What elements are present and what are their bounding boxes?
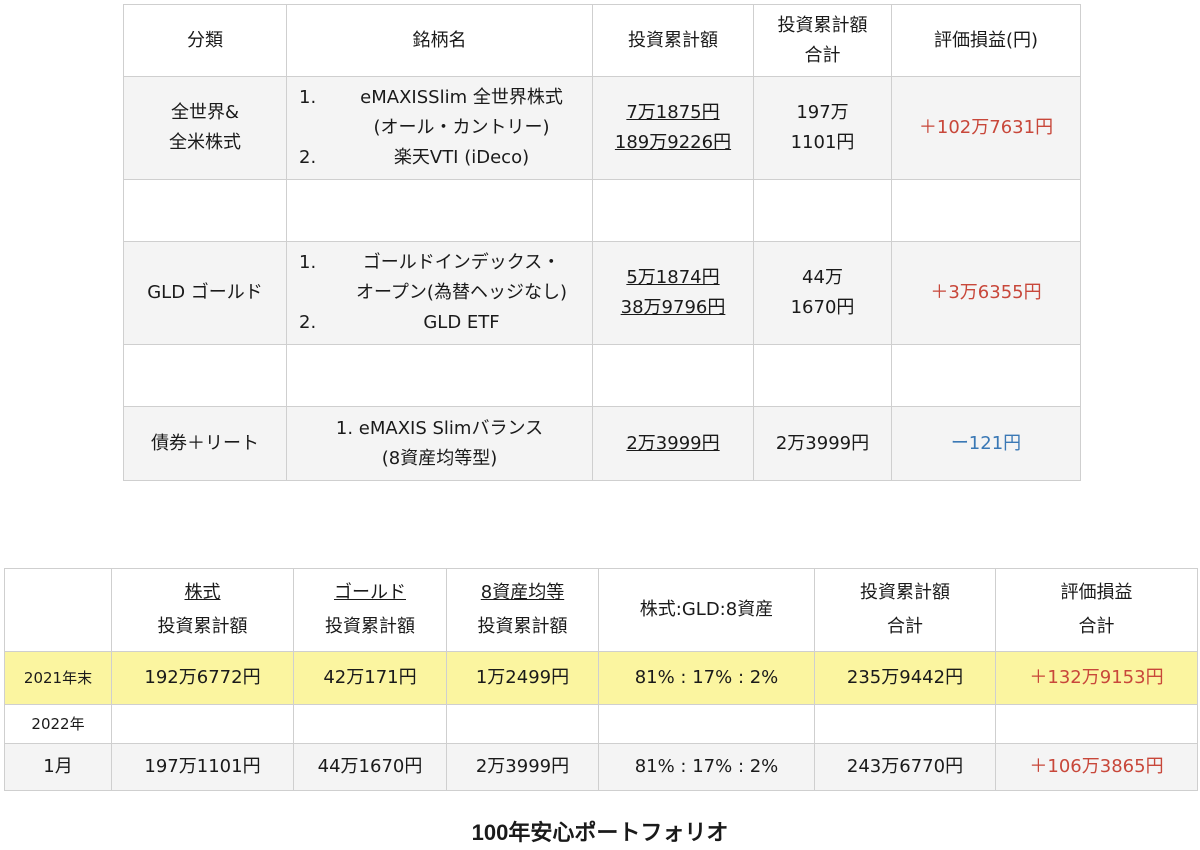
invested-total-cell: 243万6770円 [814,743,996,791]
table-row: GLD ゴールド 1. ゴールドインデックス・ オープン(為替ヘッジなし) 2. G… [123,241,1081,345]
summary-row-jan: 1月 197万1101円 44万1670円 2万3999円 81% : 17% … [4,743,1198,791]
header-empty [4,568,112,652]
balanced-invested-cell: 1万2499円 [446,651,599,705]
invested-amount: 7万1875円 [626,102,720,123]
invested-amount: 5万1874円 [626,267,720,288]
header-profit-loss-total: 評価損益 合計 [995,568,1198,652]
invested-amount: 189万9226円 [614,132,732,153]
invested-cell: 2万3999円 [592,406,754,481]
table-row: 全世界& 全米株式 1. eMAXISSlim 全世界株式 (オール・カントリー)… [123,76,1081,180]
header-gold-invested: ゴールド 投資累計額 [293,568,447,652]
header-category: 分類 [123,4,287,77]
allocation-ratio-cell: 81% : 17% : 2% [598,743,815,791]
category-cell: 全世界& 全米株式 [123,76,287,180]
category-cell: 債券＋リート [123,406,287,481]
balanced-invested-cell: 2万3999円 [446,743,599,791]
profit-loss-total-cell: ＋132万9153円 [995,651,1198,705]
invested-total-cell: 235万9442円 [814,651,996,705]
header-invested-total: 投資累計額 合計 [753,4,892,77]
header-stock-invested: 株式 投資累計額 [111,568,294,652]
list-number: 2. [299,147,317,168]
allocation-ratio-cell: 81% : 17% : 2% [598,651,815,705]
stock-invested-cell: 197万1101円 [111,743,294,791]
fund-name: eMAXISSlim 全世界株式 [360,87,563,108]
invested-amount: 38万9796円 [620,297,726,318]
header-fund-name: 銘柄名 [286,4,593,77]
total-cell: 2万3999円 [753,406,892,481]
fund-name-continued: オープン(為替ヘッジなし) [356,282,567,303]
fund-list-cell: 1. ゴールドインデックス・ オープン(為替ヘッジなし) 2. GLD ETF [286,241,593,345]
header-profit-loss: 評価損益(円) [891,4,1081,77]
gold-invested-cell: 42万171円 [293,651,447,705]
profit-loss-cell: ＋3万6355円 [891,241,1081,345]
holdings-table: 分類 銘柄名 投資累計額 投資累計額 合計 評価損益(円) 全世界& 全米株式 … [123,4,1081,481]
portfolio-caption: 100年安心ポートフォリオ [471,820,729,845]
table-row: 債券＋リート 1. eMAXIS Slimバランス (8資産均等型) 2万399… [123,406,1081,481]
fund-list-cell: 1. eMAXISSlim 全世界株式 (オール・カントリー) 2. 楽天VTI (… [286,76,593,180]
row-label: 2021年末 [4,651,112,705]
summary-table: 株式 投資累計額 ゴールド 投資累計額 8資産均等 投資累計額 株式:GLD:8資産 … [4,568,1198,791]
total-cell: 44万 1670円 [753,241,892,345]
category-cell: GLD ゴールド [123,241,287,345]
profit-loss-total-cell: ＋106万3865円 [995,743,1198,791]
fund-name: 楽天VTI (iDeco) [393,147,530,168]
list-number: 1. [299,252,317,273]
row-label: 2022年 [4,704,112,744]
table-row-blank [123,179,1081,242]
summary-header-row: 株式 投資累計額 ゴールド 投資累計額 8資産均等 投資累計額 株式:GLD:8資産 … [4,568,1198,652]
header-invested-total: 投資累計額 合計 [814,568,996,652]
header-balanced-invested: 8資産均等 投資累計額 [446,568,599,652]
list-number: 1. [299,87,317,108]
stock-invested-cell: 192万6772円 [111,651,294,705]
fund-name-continued: (オール・カントリー) [373,117,550,138]
invested-cell: 5万1874円 38万9796円 [592,241,754,345]
fund-name: ゴールドインデックス・ [362,252,561,273]
header-allocation-ratio: 株式:GLD:8資産 [598,568,815,652]
profit-loss-cell: ＋102万7631円 [891,76,1081,180]
header-invested: 投資累計額 [592,4,754,77]
fund-name: GLD ETF [423,312,500,333]
gold-invested-cell: 44万1670円 [293,743,447,791]
row-label: 1月 [4,743,112,791]
invested-cell: 7万1875円 189万9226円 [592,76,754,180]
summary-row-2022: 2022年 [4,704,1198,744]
total-cell: 197万 1101円 [753,76,892,180]
fund-list-cell: 1. eMAXIS Slimバランス (8資産均等型) [286,406,593,481]
profit-loss-cell: ー121円 [891,406,1081,481]
summary-row-2021-end: 2021年末 192万6772円 42万171円 1万2499円 81% : 1… [4,651,1198,705]
table-row-blank [123,344,1081,407]
list-number: 2. [299,312,317,333]
holdings-header-row: 分類 銘柄名 投資累計額 投資累計額 合計 評価損益(円) [123,4,1081,77]
invested-amount: 2万3999円 [626,432,720,454]
